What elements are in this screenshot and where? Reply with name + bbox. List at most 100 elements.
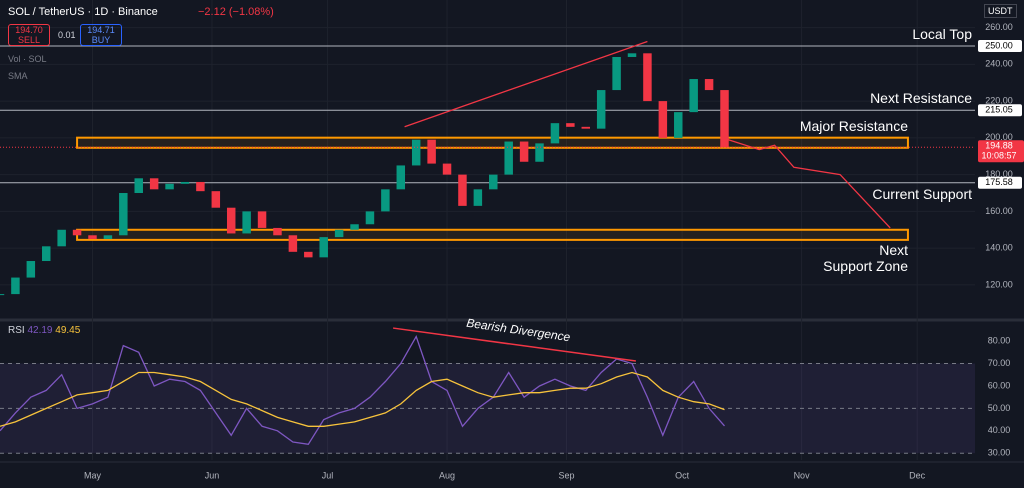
candle: [442, 163, 452, 175]
symbol[interactable]: SOL / TetherUS · 1D · Binance: [8, 6, 158, 18]
candle: [627, 53, 637, 57]
y-tick-label: 70.00: [988, 358, 1011, 368]
currency[interactable]: USDT: [984, 4, 1017, 18]
price-tag: [978, 176, 1022, 189]
candle: [504, 141, 513, 175]
rsi-line: [0, 335, 725, 446]
candle: [674, 112, 683, 138]
candle: [319, 237, 328, 258]
candle: [134, 178, 143, 194]
rsi-title: RSI: [8, 325, 25, 336]
candle: [381, 189, 390, 212]
x-tick-label: Aug: [439, 470, 455, 480]
y-tick-label: 50.00: [988, 403, 1011, 413]
annotation: Next Support Zone: [823, 242, 908, 274]
candle: [226, 207, 236, 234]
candle: [0, 294, 5, 296]
rsi-ma-value: 49.45: [55, 325, 81, 336]
price-axis: [975, 0, 1024, 488]
x-tick-label: Dec: [909, 470, 926, 480]
candle: [196, 181, 205, 192]
y-tick-label: 40.00: [988, 425, 1011, 435]
annotation: Next Resistance: [870, 90, 972, 106]
price-tag-label: 250.00: [985, 40, 1013, 50]
x-tick-label: Nov: [794, 470, 811, 480]
y-tick-label: 80.00: [988, 335, 1011, 345]
price-tag-label: 175.58: [985, 177, 1013, 187]
zone: [76, 228, 909, 241]
buy-button[interactable]: 194.71 BUY: [80, 24, 122, 46]
candle: [427, 139, 436, 164]
candle: [535, 143, 544, 162]
candle: [365, 211, 375, 225]
candle: [180, 181, 190, 184]
sell-price: 194.70: [15, 25, 43, 35]
zone: [76, 136, 909, 149]
candle: [596, 90, 606, 129]
price-tag-label: 194.88: [985, 141, 1013, 151]
candle: [257, 211, 267, 228]
candle: [165, 183, 174, 190]
sell-button[interactable]: 194.70 SELL: [8, 24, 50, 46]
y-tick-label: 60.00: [988, 380, 1011, 390]
y-tick-label: 180.00: [985, 169, 1013, 179]
candle: [288, 235, 298, 252]
candle: [720, 90, 729, 148]
rsi-title: RSI 42.19 49.45: [8, 325, 80, 336]
candle: [612, 56, 621, 91]
candle: [566, 123, 575, 127]
y-tick-label: 140.00: [985, 243, 1013, 253]
x-tick-label: Oct: [675, 470, 690, 480]
buy-label: BUY: [91, 35, 111, 45]
x-tick-label: Sep: [558, 470, 574, 480]
indicator[interactable]: Vol · SOL: [8, 54, 47, 64]
candle: [473, 189, 483, 206]
change: −2.12 (−1.08%): [198, 6, 274, 18]
candle: [350, 224, 359, 230]
y-tick-label: 240.00: [985, 59, 1013, 69]
y-tick-label: 200.00: [985, 132, 1013, 142]
candle: [689, 79, 698, 113]
candle: [211, 191, 221, 208]
annotation: Local Top: [912, 26, 972, 42]
price-tag: [978, 39, 1022, 52]
y-tick-label: 120.00: [985, 279, 1013, 289]
candle: [458, 174, 467, 206]
candle: [57, 229, 66, 247]
candle: [643, 53, 652, 102]
y-tick-label: 30.00: [988, 448, 1011, 458]
x-tick-label: Jul: [322, 470, 334, 480]
rsi-value: 42.19: [27, 325, 53, 336]
candle: [11, 277, 20, 295]
sell-label: SELL: [17, 35, 41, 45]
annotation: Current Support: [872, 186, 972, 202]
x-tick-label: May: [84, 470, 102, 480]
trendline: [728, 139, 891, 229]
annotation: Major Resistance: [799, 118, 908, 134]
y-tick-label: 160.00: [985, 206, 1013, 216]
candle: [704, 79, 714, 91]
candle: [411, 139, 421, 166]
price-tag: [978, 104, 1022, 117]
buy-price: 194.71: [87, 25, 115, 35]
candle: [334, 229, 344, 238]
candle: [242, 211, 251, 234]
y-tick-label: 220.00: [985, 95, 1013, 105]
candle: [658, 101, 668, 138]
candle: [550, 123, 560, 144]
candle: [519, 141, 529, 162]
trendline: [404, 40, 648, 128]
candle: [273, 227, 282, 236]
candle: [149, 178, 159, 190]
candle: [489, 174, 498, 190]
candle: [103, 235, 113, 239]
y-tick-label: 260.00: [985, 22, 1013, 32]
rsi-line: [0, 371, 725, 427]
candle: [26, 261, 36, 278]
candle: [72, 229, 82, 236]
indicator[interactable]: SMA: [8, 71, 28, 81]
x-tick-label: Jun: [205, 470, 220, 480]
spread: 0.01: [58, 30, 76, 40]
